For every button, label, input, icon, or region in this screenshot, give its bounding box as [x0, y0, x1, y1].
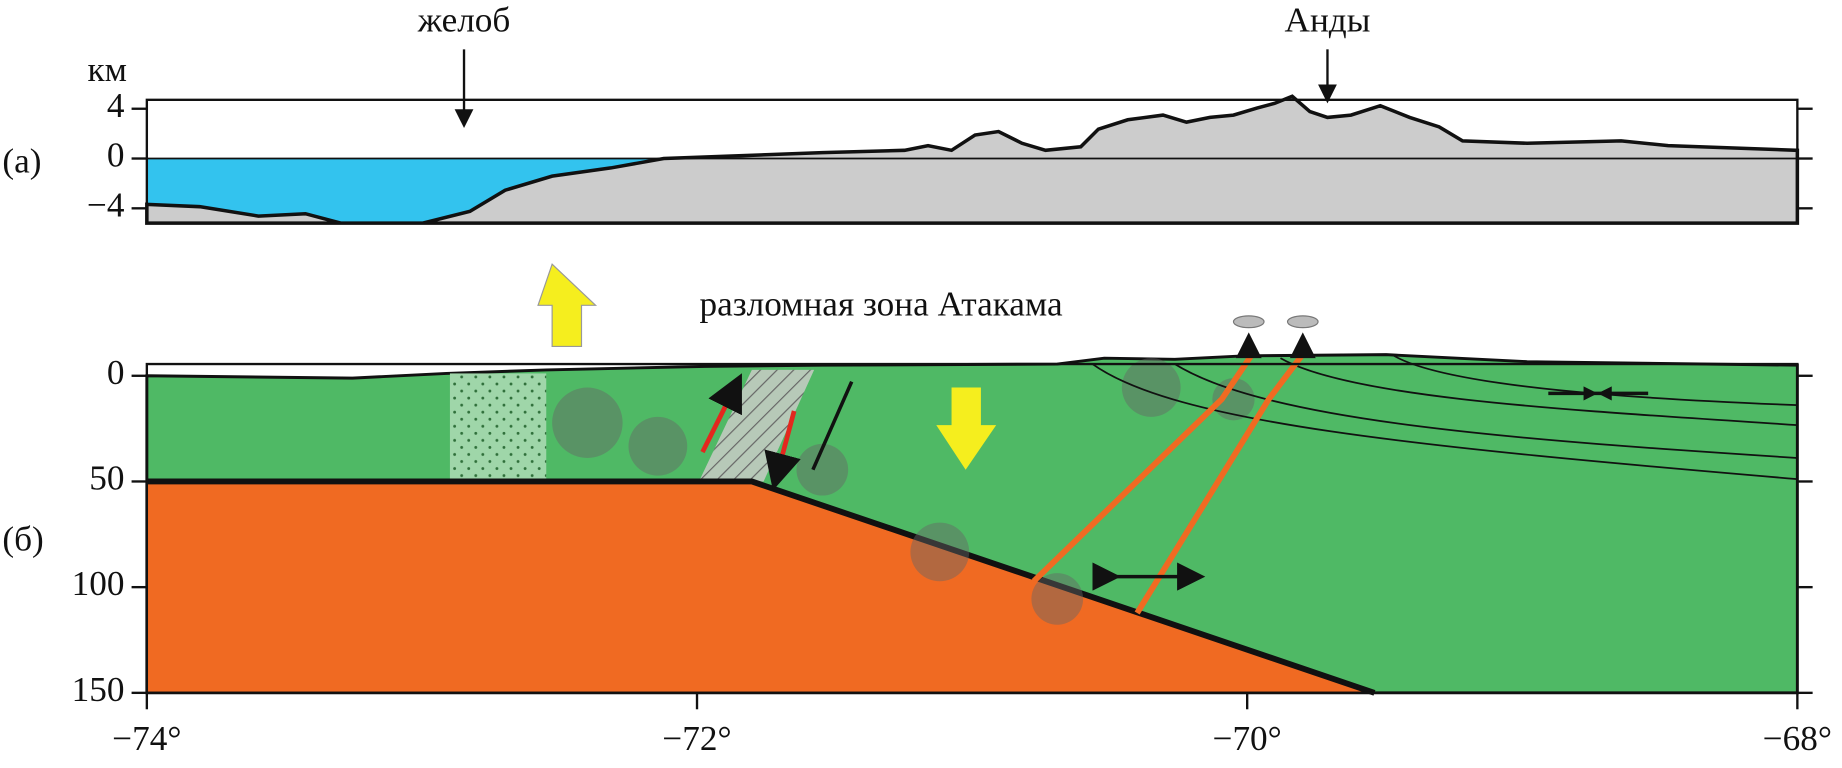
- dike: [1134, 354, 1304, 615]
- andes-label: Анды: [1285, 1, 1371, 40]
- panel-a-frame: [145, 98, 1799, 225]
- x-tick-label: −72°: [662, 719, 731, 758]
- plume: [1232, 315, 1265, 329]
- subsidence-arrow: [936, 387, 997, 470]
- topography: [145, 94, 1800, 225]
- x-tick-label: −74°: [112, 719, 181, 758]
- y-tick-label: 0: [107, 136, 125, 175]
- shear-arrow: [764, 410, 801, 491]
- y-tick-label: 100: [72, 564, 125, 603]
- volcanoes: [1235, 332, 1316, 359]
- y-tick-label: 150: [72, 670, 125, 709]
- y-tick-label: 4: [107, 86, 125, 125]
- x-tick-label: −70°: [1213, 719, 1282, 758]
- unit-label: км: [87, 50, 126, 89]
- y-tick-label: −4: [87, 185, 125, 224]
- seismicity: [552, 358, 1255, 625]
- shortening-heads: [1583, 386, 1612, 401]
- fault-zone: [698, 369, 815, 482]
- dike: [1031, 354, 1254, 584]
- y-tick-label: 50: [89, 459, 124, 498]
- shear-arrow: [700, 373, 742, 454]
- plume: [1286, 315, 1319, 329]
- panel-a-label: (а): [2, 141, 41, 180]
- x-tick-label: −68°: [1763, 719, 1832, 758]
- trench-label: желоб: [417, 1, 511, 40]
- uplift-arrow: [537, 263, 598, 348]
- faults: [1092, 353, 1798, 480]
- y-tick-label: 0: [107, 353, 125, 392]
- fault-zone-label: разломная зона Атакама: [699, 285, 1062, 324]
- slab-top: [146, 478, 1376, 696]
- compression: [811, 380, 854, 471]
- slab: [146, 481, 1375, 693]
- basin-dots: [449, 373, 547, 482]
- panel-b-label: (б): [2, 520, 43, 559]
